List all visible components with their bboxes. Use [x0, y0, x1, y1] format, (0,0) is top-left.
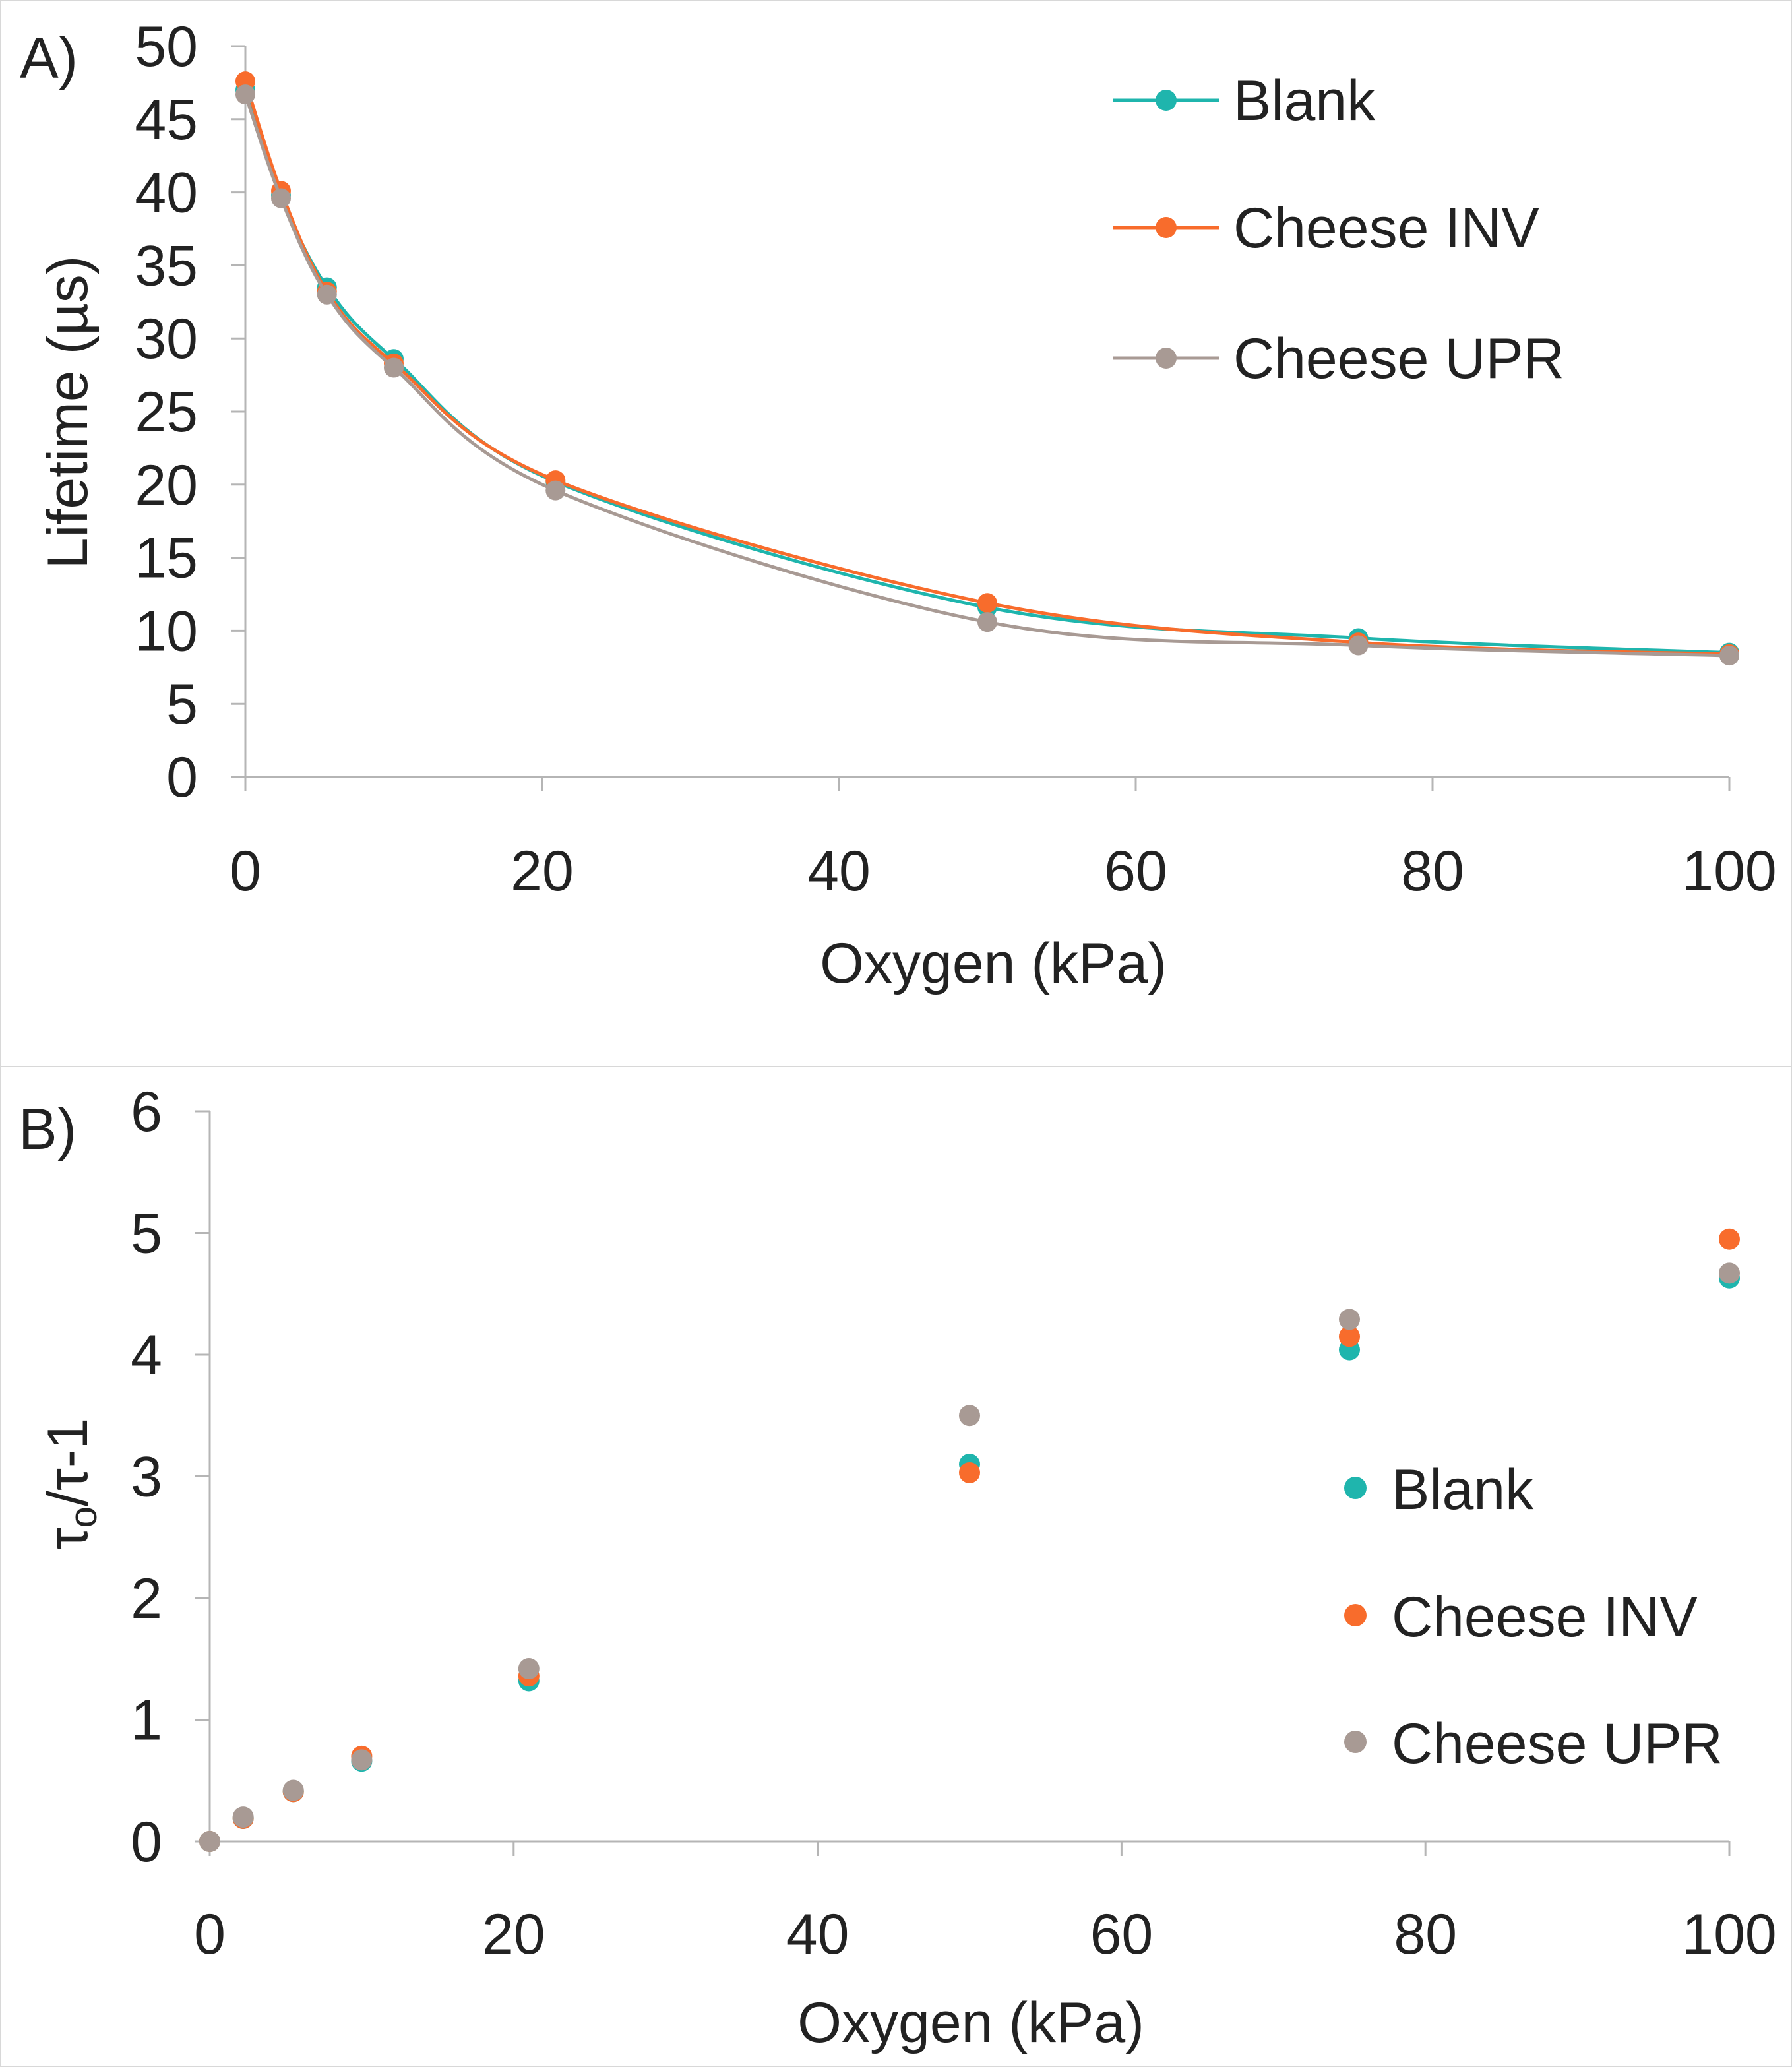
data-point-cheese-upr [271, 188, 291, 208]
chart-a-series [235, 71, 1739, 666]
data-point-cheese-upr [1339, 1309, 1360, 1330]
chart-a-y-tick-label: 25 [135, 381, 198, 444]
data-point-cheese-inv [977, 593, 997, 613]
chart-b-x-ticks: 0 20 40 60 80 100 [194, 1841, 1777, 1966]
chart-a-y-axis-label: Lifetime (µs) [36, 256, 100, 569]
chart-b-x-tick-label: 100 [1682, 1903, 1777, 1966]
chart-a-y-ticks: 0 5 10 15 20 25 30 35 40 45 50 [135, 15, 245, 809]
data-point-cheese-upr [282, 1779, 304, 1801]
data-point-cheese-upr [1719, 646, 1739, 666]
legend-b-cheese-upr-marker [1344, 1731, 1367, 1753]
data-point-cheese-upr [545, 480, 566, 501]
chart-b-series [199, 1228, 1740, 1852]
chart-a-y-tick-label: 20 [135, 454, 198, 517]
data-point-cheese-upr [959, 1405, 980, 1427]
chart-a-x-tick-label: 80 [1401, 840, 1464, 903]
data-point-cheese-inv [959, 1462, 980, 1483]
chart-a-y-tick-label: 45 [135, 88, 198, 152]
chart-b-x-tick-label: 0 [194, 1903, 226, 1966]
chart-a-x-tick-label: 20 [510, 840, 574, 903]
legend-b-cheese-upr-label: Cheese UPR [1392, 1712, 1723, 1775]
chart-a-x-tick-label: 40 [807, 840, 871, 903]
series-line-cheese-upr [243, 94, 1730, 658]
data-point-cheese-upr [1348, 635, 1369, 656]
legend-b-blank-label: Blank [1392, 1458, 1534, 1522]
chart-a-y-tick-label: 15 [135, 527, 198, 590]
legend-a-blank-marker [1156, 90, 1177, 111]
chart-b: B) 0 1 2 3 4 5 6 0 20 40 60 80 100 Oxygen (kPa) τo/… [18, 1080, 1777, 2054]
chart-b-x-tick-label: 40 [786, 1903, 850, 1966]
data-point-cheese-inv [1339, 1326, 1360, 1347]
chart-b-x-tick-label: 20 [482, 1903, 545, 1966]
chart-b-y-ticks: 0 1 2 3 4 5 6 [131, 1080, 210, 1874]
legend-a-cheese-upr-marker [1156, 348, 1177, 369]
data-point-cheese-upr [518, 1658, 540, 1680]
chart-a-y-tick-label: 10 [135, 600, 198, 663]
chart-a-y-tick-label: 5 [166, 673, 198, 736]
chart-a-x-ticks: 0 20 40 60 80 100 [230, 777, 1777, 903]
legend-a-cheese-inv-marker [1156, 217, 1177, 238]
chart-a-x-axis-label: Oxygen (kPa) [820, 932, 1167, 995]
chart-b-y-tick-label: 0 [131, 1810, 162, 1874]
legend-a-cheese-inv-label: Cheese INV [1233, 197, 1539, 260]
chart-b-y-axis-label-sub: o [62, 1506, 105, 1527]
chart-b-x-axis-label: Oxygen (kPa) [797, 1991, 1144, 2054]
chart-a-x-tick-label: 100 [1682, 840, 1777, 903]
chart-b-legend: Blank Cheese INV Cheese UPR [1344, 1458, 1723, 1775]
data-point-cheese-inv [1719, 1228, 1740, 1250]
chart-b-y-tick-label: 2 [131, 1567, 162, 1630]
chart-b-y-axis-label: τo/τ-1 [36, 1418, 105, 1551]
chart-a-y-tick-label: 50 [135, 15, 198, 78]
data-point-cheese-upr [977, 612, 997, 632]
data-point-cheese-upr [232, 1806, 254, 1828]
chart-b-y-tick-label: 3 [131, 1446, 162, 1509]
chart-a-y-tick-label: 30 [135, 307, 198, 371]
legend-b-cheese-inv-marker [1344, 1604, 1367, 1626]
chart-a-x-tick-label: 60 [1104, 840, 1167, 903]
data-point-cheese-upr [1719, 1262, 1740, 1284]
chart-b-x-tick-label: 80 [1394, 1903, 1457, 1966]
panel-a-label: A) [20, 25, 78, 90]
chart-b-y-tick-label: 6 [131, 1080, 162, 1144]
chart-a-y-tick-label: 40 [135, 162, 198, 225]
data-point-cheese-upr [235, 84, 255, 105]
chart-a-x-tick-label: 0 [230, 840, 261, 903]
legend-a-cheese-upr-label: Cheese UPR [1233, 327, 1564, 390]
chart-a-legend: Blank Cheese INV Cheese UPR [1113, 69, 1564, 390]
data-point-cheese-upr [317, 284, 337, 305]
legend-b-blank-marker [1344, 1477, 1367, 1499]
panel-b-label: B) [18, 1096, 77, 1161]
chart-a-axes [244, 46, 1729, 778]
chart-b-y-tick-label: 1 [131, 1689, 162, 1752]
chart-a-y-tick-label: 35 [135, 234, 198, 297]
data-point-cheese-upr [384, 357, 404, 378]
chart-b-y-tick-label: 5 [131, 1202, 162, 1266]
chart-b-y-tick-label: 4 [131, 1324, 162, 1387]
legend-b-cheese-inv-label: Cheese INV [1392, 1586, 1698, 1649]
data-point-cheese-upr [351, 1749, 373, 1771]
chart-a-y-tick-label: 0 [166, 746, 198, 809]
legend-a-blank-label: Blank [1233, 69, 1376, 133]
chart-a: A) 0 5 10 15 20 25 30 35 40 45 50 0 20 40 60 80 100 Oxy… [20, 15, 1777, 995]
data-point-cheese-upr [199, 1831, 220, 1852]
chart-b-y-axis-label-tau: τ [36, 1527, 100, 1550]
panel-b-frame [0, 1066, 1792, 2067]
chart-b-x-tick-label: 60 [1090, 1903, 1154, 1966]
chart-b-y-axis-label-rest: /τ-1 [36, 1418, 100, 1506]
